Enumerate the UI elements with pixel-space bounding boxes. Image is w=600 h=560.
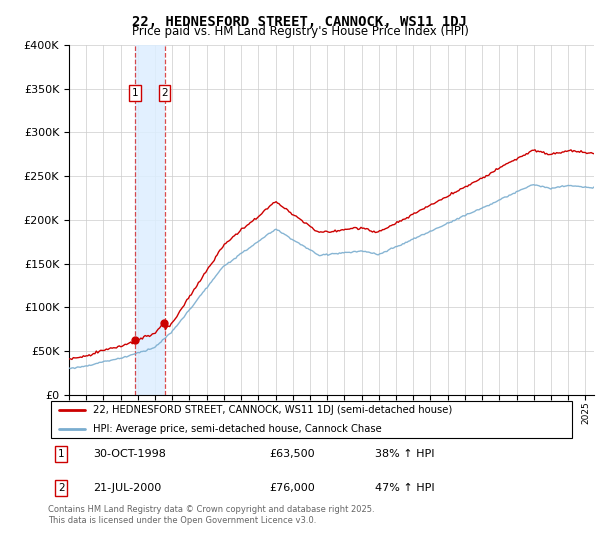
Text: 1: 1 (131, 88, 138, 98)
Text: 1: 1 (58, 449, 65, 459)
Text: 30-OCT-1998: 30-OCT-1998 (93, 449, 166, 459)
Text: £63,500: £63,500 (270, 449, 316, 459)
FancyBboxPatch shape (50, 401, 572, 438)
Text: 2: 2 (161, 88, 168, 98)
Text: 22, HEDNESFORD STREET, CANNOCK, WS11 1DJ (semi-detached house): 22, HEDNESFORD STREET, CANNOCK, WS11 1DJ… (93, 405, 452, 415)
Text: Price paid vs. HM Land Registry's House Price Index (HPI): Price paid vs. HM Land Registry's House … (131, 25, 469, 38)
Text: Contains HM Land Registry data © Crown copyright and database right 2025.
This d: Contains HM Land Registry data © Crown c… (48, 505, 374, 525)
Text: £76,000: £76,000 (270, 483, 316, 493)
Text: 2: 2 (58, 483, 65, 493)
Text: 38% ↑ HPI: 38% ↑ HPI (376, 449, 435, 459)
Text: 21-JUL-2000: 21-JUL-2000 (93, 483, 161, 493)
Text: 47% ↑ HPI: 47% ↑ HPI (376, 483, 435, 493)
Text: HPI: Average price, semi-detached house, Cannock Chase: HPI: Average price, semi-detached house,… (93, 424, 382, 433)
Bar (135, 45, 164, 395)
Text: 22, HEDNESFORD STREET, CANNOCK, WS11 1DJ: 22, HEDNESFORD STREET, CANNOCK, WS11 1DJ (133, 15, 467, 29)
